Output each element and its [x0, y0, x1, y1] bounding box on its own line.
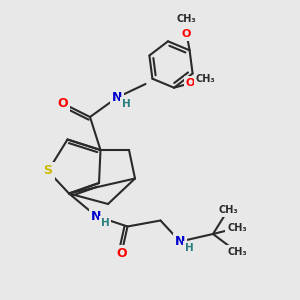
Text: N: N	[91, 209, 101, 223]
Text: H: H	[184, 243, 194, 253]
Text: O: O	[182, 29, 191, 39]
Text: N: N	[112, 91, 122, 104]
Text: CH₃: CH₃	[227, 247, 247, 257]
Text: O: O	[116, 247, 127, 260]
Text: CH₃: CH₃	[196, 74, 215, 84]
Text: N: N	[175, 235, 185, 248]
Text: CH₃: CH₃	[177, 14, 196, 24]
Text: O: O	[58, 97, 68, 110]
Text: S: S	[44, 164, 52, 178]
Text: CH₃: CH₃	[227, 223, 247, 233]
Text: H: H	[100, 218, 109, 228]
Text: H: H	[122, 99, 130, 109]
Text: CH₃: CH₃	[218, 205, 238, 215]
Text: O: O	[186, 78, 195, 88]
